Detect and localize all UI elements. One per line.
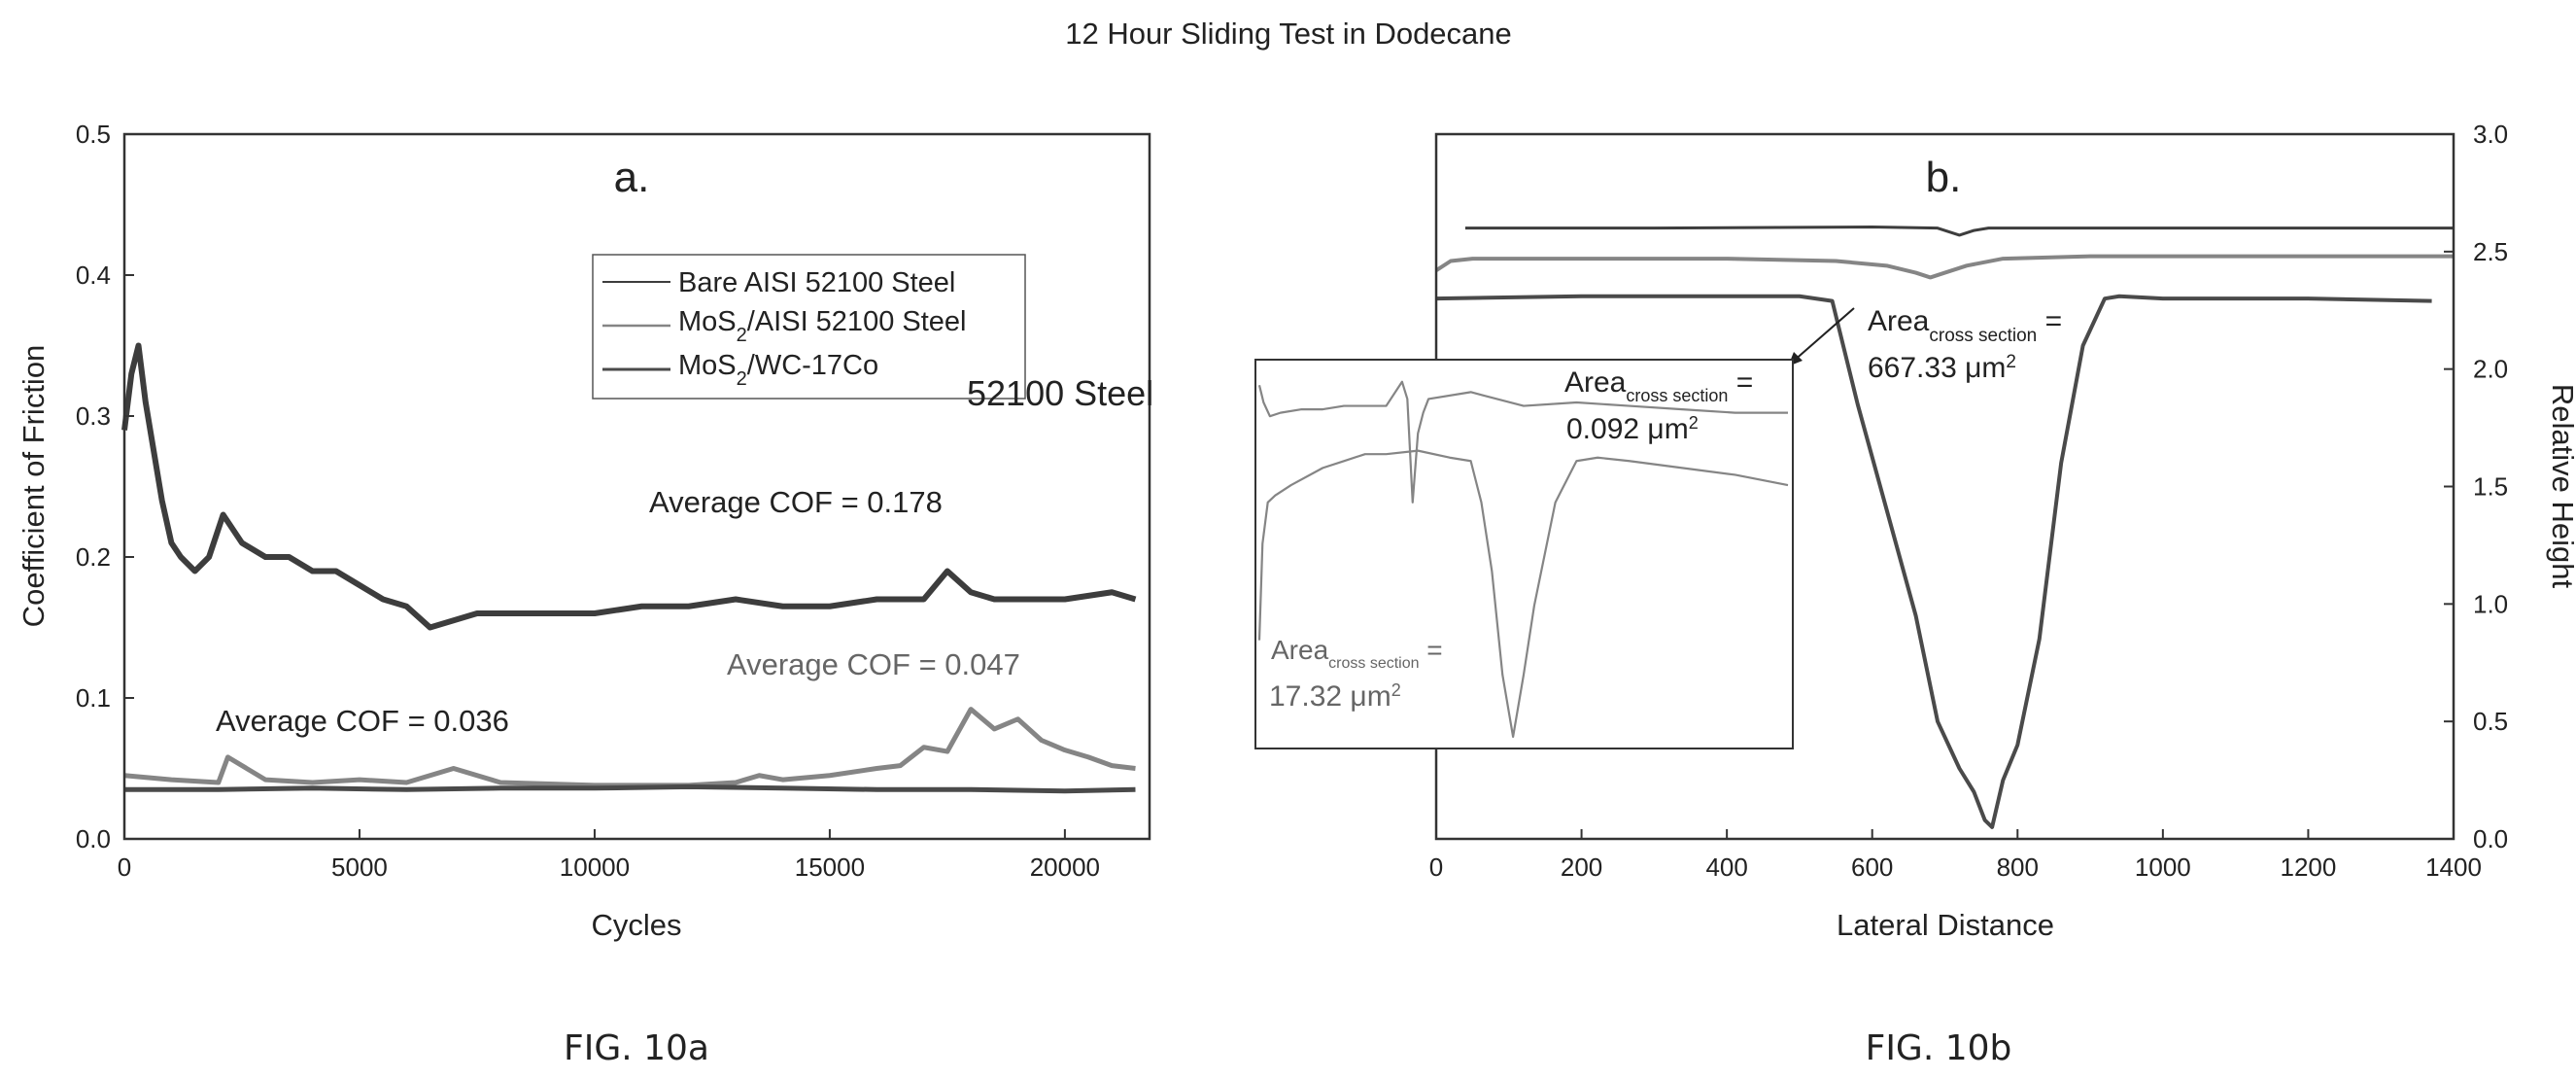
panel-a-x-tick-label: 20000 (1030, 853, 1100, 882)
panel-a-x-tick-label: 15000 (795, 853, 865, 882)
panel-a-series-line-2 (123, 707, 1136, 788)
panel-b-x-tick-label: 200 (1561, 853, 1602, 882)
panel-a-x-axis-label: Cycles (591, 908, 681, 942)
inset-annotation-upper: Areacross section = (1564, 366, 1753, 405)
panel-a-y-tick-label: 0.3 (76, 401, 111, 431)
panel-b-series-line-2 (1434, 254, 2454, 280)
panel-a-label: a. (614, 154, 650, 201)
panel-b-x-tick-label: 1200 (2281, 853, 2337, 882)
annotation-avg-cof-mos2-wc: Average COF = 0.036 (216, 704, 509, 738)
panel-b-x-tick-label: 400 (1705, 853, 1747, 882)
inset-profile-line-2 (1257, 449, 1789, 739)
panel-a-y-tick-label: 0.4 (76, 261, 111, 290)
legend-entry-bare-steel: Bare AISI 52100 Steel (678, 267, 955, 298)
panel-a-series-line-3 (124, 783, 1136, 794)
panel-a-y-tick-label: 0.0 (76, 824, 111, 853)
panel-b-y-tick-label: 3.0 (2473, 120, 2508, 149)
inset-annotation-upper-value: 0.092 μm2 (1566, 413, 1699, 445)
panel-a-ticks: 0 5000 10000 15000 20000 0.0 0.1 0.2 0.3 0.4 0.5 (76, 120, 1100, 882)
panel-b-label: b. (1926, 154, 1962, 201)
panel-b-y-tick-label: 1.5 (2473, 472, 2508, 502)
panel-b-series-line-3 (1435, 294, 2432, 829)
legend-note-steel: 52100 Steel (967, 373, 1153, 413)
panel-b-y-tick-label: 2.0 (2473, 355, 2508, 384)
panel-a-y-tick-label: 0.1 (76, 683, 111, 713)
panel-b-x-tick-label: 600 (1851, 853, 1893, 882)
panel-a-x-tick-label: 0 (118, 853, 131, 882)
panel-b-y-axis-label: Relative Height (2546, 384, 2576, 589)
legend-entry-mos2-steel: MoS2/AISI 52100 Steel (678, 306, 966, 346)
panel-b-y-tick-label: 0.5 (2473, 707, 2508, 736)
annotation-area-main: Areacross section = (1868, 305, 2062, 346)
annotation-avg-cof-bare: Average COF = 0.178 (649, 485, 943, 519)
panel-b-series-group (1434, 225, 2454, 829)
panel-a-series-line-1 (121, 342, 1137, 631)
panel-b-x-tick-label: 800 (1997, 853, 2039, 882)
caption-fig-10b: FIG. 10b (1866, 1028, 2012, 1068)
panel-a-x-tick-label: 10000 (560, 853, 630, 882)
inset-panel: Areacross section = 0.092 μm2 Areacross … (1254, 359, 1794, 749)
inset-annotation-lower-value: 17.32 μm2 (1269, 680, 1401, 713)
inset-annotation-lower: Areacross section = (1271, 635, 1443, 672)
caption-fig-10a: FIG. 10a (564, 1028, 709, 1068)
panel-b-x-tick-label: 1400 (2425, 853, 2482, 882)
panel-a-chart: 0 5000 10000 15000 20000 0.0 0.1 0.2 0.3 0.4 0.5 a… (17, 120, 1153, 942)
panel-a-y-axis-label: Coefficient of Friction (17, 345, 51, 628)
inset-frame (1254, 359, 1794, 749)
panel-b-series-line-1 (1464, 225, 2454, 237)
inset-pointer-arrow (1792, 307, 1855, 363)
panel-a-plot-frame (122, 132, 1151, 841)
panel-a-y-tick-label: 0.2 (76, 542, 111, 572)
figure-title: 12 Hour Sliding Test in Dodecane (1065, 17, 1512, 51)
panel-b-x-axis-label: Lateral Distance (1837, 908, 2054, 942)
legend-entry-mos2-wc: MoS2/WC-17Co (678, 350, 878, 390)
panel-b-y-tick-label: 2.5 (2473, 237, 2508, 266)
inset-series-group (1257, 380, 1789, 739)
panel-a-series-group (121, 342, 1137, 794)
panel-a-legend: Bare AISI 52100 Steel MoS2/AISI 52100 St… (592, 254, 1026, 400)
panel-b-y-tick-label: 0.0 (2473, 824, 2508, 853)
panel-b-y-tick-label: 1.0 (2473, 589, 2508, 618)
annotation-area-main-value: 667.33 μm2 (1868, 352, 2016, 385)
annotation-avg-cof-mos2-steel: Average COF = 0.047 (727, 647, 1020, 681)
panel-a-y-tick-label: 0.5 (76, 120, 111, 149)
panel-b-x-tick-label: 0 (1429, 853, 1443, 882)
panel-a-x-tick-label: 5000 (331, 853, 388, 882)
panel-b-x-tick-label: 1000 (2135, 853, 2191, 882)
